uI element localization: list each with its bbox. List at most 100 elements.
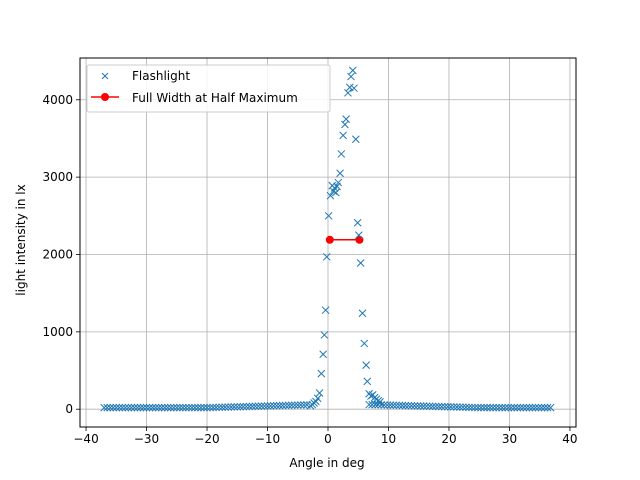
data-point bbox=[200, 403, 208, 412]
legend-item-flashlight: Flashlight bbox=[101, 69, 190, 83]
data-point bbox=[321, 306, 330, 315]
data-point bbox=[377, 401, 386, 409]
data-point bbox=[142, 403, 151, 412]
data-point bbox=[118, 403, 127, 412]
data-point bbox=[230, 403, 239, 411]
data-point bbox=[501, 403, 510, 412]
data-point bbox=[334, 178, 343, 187]
x-tick-label: 10 bbox=[381, 432, 396, 446]
data-point bbox=[395, 401, 404, 410]
data-point bbox=[389, 401, 398, 410]
data-point bbox=[254, 402, 263, 411]
data-point bbox=[353, 218, 362, 227]
data-point bbox=[507, 403, 516, 412]
x-tick-label: −20 bbox=[194, 432, 219, 446]
y-tick-label: 4000 bbox=[42, 93, 73, 107]
data-point bbox=[434, 402, 443, 411]
x-tick-label: −30 bbox=[134, 432, 159, 446]
data-point bbox=[185, 403, 193, 412]
data-point bbox=[339, 131, 347, 140]
data-point bbox=[124, 403, 133, 412]
data-point bbox=[449, 403, 458, 411]
fwhm-series bbox=[325, 235, 364, 244]
data-point bbox=[272, 401, 281, 410]
data-point bbox=[459, 403, 467, 412]
data-point bbox=[194, 403, 202, 412]
data-point bbox=[324, 211, 333, 220]
data-point bbox=[443, 402, 452, 411]
data-point bbox=[191, 403, 199, 412]
data-point bbox=[528, 403, 537, 412]
data-point bbox=[221, 403, 230, 412]
data-point bbox=[363, 377, 372, 386]
data-point bbox=[416, 402, 425, 410]
data-point bbox=[483, 403, 491, 412]
y-tick-label: 3000 bbox=[42, 170, 73, 184]
data-point bbox=[495, 403, 504, 412]
data-point bbox=[218, 403, 226, 412]
data-point bbox=[477, 403, 485, 412]
data-point bbox=[293, 401, 302, 409]
x-tick-label: −40 bbox=[73, 432, 98, 446]
data-point bbox=[336, 169, 344, 178]
data-point bbox=[248, 402, 257, 411]
data-point bbox=[188, 403, 196, 412]
data-point bbox=[383, 401, 392, 409]
data-point bbox=[431, 402, 440, 411]
data-point bbox=[227, 403, 236, 411]
data-point bbox=[468, 403, 476, 412]
data-point bbox=[163, 403, 172, 412]
data-point bbox=[263, 402, 272, 410]
data-point bbox=[115, 403, 124, 412]
y-tick-label: 1000 bbox=[42, 325, 73, 339]
data-point bbox=[212, 403, 220, 412]
data-point bbox=[175, 403, 184, 412]
data-point bbox=[356, 259, 365, 267]
data-point bbox=[419, 402, 428, 410]
data-point bbox=[269, 401, 278, 410]
y-axis-ticks: 0 1000 2000 3000 4000 bbox=[42, 93, 80, 416]
data-point bbox=[371, 400, 380, 409]
data-point bbox=[169, 403, 178, 412]
data-point bbox=[130, 403, 139, 412]
data-point bbox=[422, 402, 431, 411]
data-point bbox=[462, 403, 470, 412]
data-point bbox=[242, 402, 251, 411]
data-point bbox=[452, 403, 461, 411]
data-point bbox=[251, 402, 260, 411]
x-tick-label: −10 bbox=[255, 432, 280, 446]
data-point bbox=[360, 339, 369, 348]
data-point bbox=[519, 403, 528, 412]
data-point bbox=[236, 402, 245, 411]
data-point bbox=[136, 403, 145, 412]
data-point bbox=[215, 403, 223, 412]
data-point bbox=[368, 400, 377, 409]
data-point bbox=[350, 84, 358, 93]
data-point bbox=[224, 403, 233, 411]
data-point bbox=[446, 403, 455, 411]
data-point bbox=[540, 403, 549, 412]
legend-x-marker-icon bbox=[101, 72, 109, 80]
legend-label-fwhm: Full Width at Half Maximum bbox=[132, 91, 298, 105]
y-tick-label: 2000 bbox=[42, 247, 73, 261]
data-point bbox=[404, 401, 413, 410]
x-tick-label: 20 bbox=[441, 432, 456, 446]
data-point bbox=[386, 401, 395, 410]
data-point bbox=[290, 401, 299, 410]
data-point bbox=[326, 191, 335, 200]
flashlight-series bbox=[100, 66, 555, 412]
data-point bbox=[206, 403, 214, 412]
data-point bbox=[182, 403, 190, 412]
data-point bbox=[365, 400, 373, 409]
data-point bbox=[504, 403, 513, 412]
data-point bbox=[322, 252, 331, 261]
data-point bbox=[260, 402, 269, 410]
data-point bbox=[121, 403, 130, 412]
legend-label-flashlight: Flashlight bbox=[132, 69, 190, 83]
data-point bbox=[474, 403, 482, 412]
data-point bbox=[428, 402, 437, 411]
data-point bbox=[344, 88, 352, 97]
data-point bbox=[299, 401, 308, 409]
data-point bbox=[413, 402, 422, 410]
data-point bbox=[109, 403, 118, 412]
